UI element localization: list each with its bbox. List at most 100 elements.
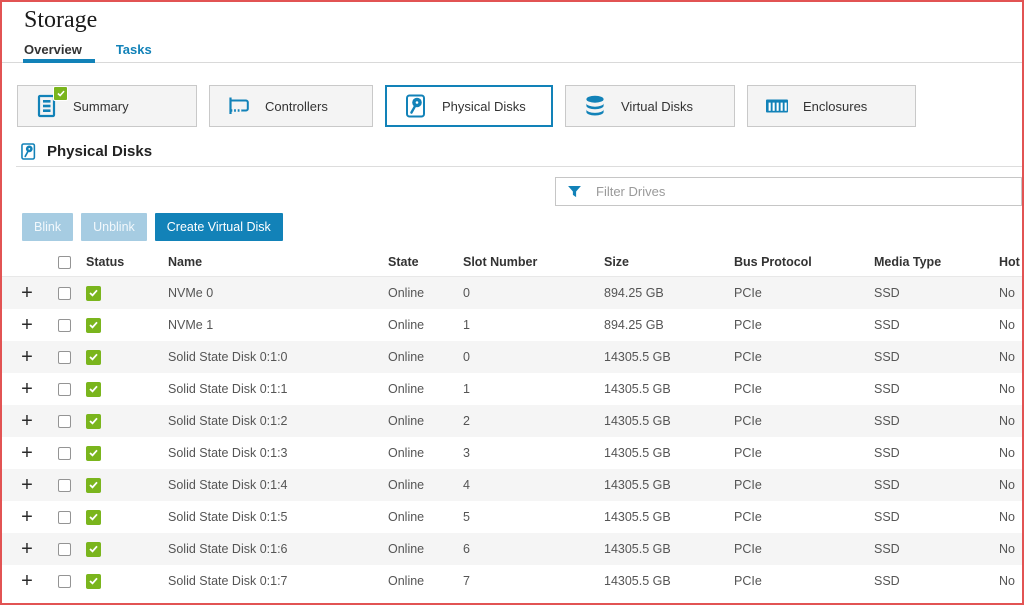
nav-card-physical-disks[interactable]: Physical Disks [385,85,553,127]
disk-name: Solid State Disk 0:1:3 [168,446,288,460]
expand-row-icon[interactable]: + [21,474,33,496]
table-row: + Solid State Disk 0:1:1 Online 1 14305.… [2,373,1022,405]
nav-card-label: Virtual Disks [621,98,694,114]
disk-media-type: SSD [874,542,900,556]
page-title: Storage [24,7,98,33]
disk-size: 14305.5 GB [604,542,671,556]
disk-name: NVMe 0 [168,286,214,300]
disk-media-type: SSD [874,510,900,524]
table-row: + Solid State Disk 0:1:0 Online 0 14305.… [2,341,1022,373]
filter-drives-input[interactable] [594,183,1011,200]
unblink-button[interactable]: Unblink [81,213,147,241]
table-row: + Solid State Disk 0:1:6 Online 6 14305.… [2,533,1022,565]
expand-row-icon[interactable]: + [21,378,33,400]
disk-hot-spare: No [999,286,1015,300]
column-name: Name [163,247,383,277]
blink-button[interactable]: Blink [22,213,74,241]
nav-card-label: Physical Disks [442,98,526,114]
create-virtual-disk-button[interactable]: Create Virtual Disk [154,213,283,241]
nav-card-label: Summary [73,98,129,114]
disk-size: 14305.5 GB [604,446,671,460]
controller-card-icon [226,93,252,119]
disk-bus-protocol: PCIe [734,574,762,588]
row-checkbox[interactable] [58,575,71,589]
disk-slot-number: 0 [463,350,470,364]
status-ok-icon [86,509,101,525]
select-all-column-header [52,247,81,277]
disk-state: Online [388,574,425,588]
disk-hot-spare: No [999,574,1015,588]
disk-state: Online [388,478,425,492]
disk-bus-protocol: PCIe [734,542,762,556]
disk-hot-spare: No [999,446,1015,460]
row-checkbox[interactable] [58,479,71,493]
row-checkbox[interactable] [58,543,71,557]
table-row: + Solid State Disk 0:1:7 Online 7 14305.… [2,565,1022,597]
disk-state: Online [388,382,425,396]
select-all-checkbox[interactable] [58,255,71,269]
disk-hot-spare: No [999,542,1015,556]
disk-media-type: SSD [874,414,900,428]
filter-funnel-icon [566,183,583,200]
nav-card-virtual-disks[interactable]: Virtual Disks [565,85,735,127]
expand-row-icon[interactable]: + [21,442,33,464]
tab-bar: Overview Tasks [24,42,152,57]
disk-slot-number: 6 [463,542,470,556]
disk-slot-number: 3 [463,446,470,460]
disk-size: 14305.5 GB [604,510,671,524]
row-checkbox[interactable] [58,383,71,397]
nav-card-controllers[interactable]: Controllers [209,85,373,127]
disk-slot-number: 7 [463,574,470,588]
disk-hot-spare: No [999,382,1015,396]
summary-ok-badge-icon [53,86,68,101]
expand-row-icon[interactable]: + [21,506,33,528]
nav-card-label: Controllers [265,98,328,114]
disk-state: Online [388,510,425,524]
disk-size: 894.25 GB [604,318,664,332]
status-ok-icon [86,381,101,397]
disk-size: 14305.5 GB [604,382,671,396]
disk-size: 894.25 GB [604,286,664,300]
table-row: + NVMe 1 Online 1 894.25 GB PCIe SSD No [2,309,1022,341]
row-checkbox[interactable] [58,447,71,461]
row-checkbox[interactable] [58,319,71,333]
disk-bus-protocol: PCIe [734,478,762,492]
disk-bus-protocol: PCIe [734,350,762,364]
disk-media-type: SSD [874,574,900,588]
disk-bus-protocol: PCIe [734,382,762,396]
expand-row-icon[interactable]: + [21,282,33,304]
disk-name: Solid State Disk 0:1:5 [168,510,288,524]
expand-row-icon[interactable]: + [21,314,33,336]
tab-overview[interactable]: Overview [24,42,82,57]
tab-tasks[interactable]: Tasks [115,42,152,57]
disk-size: 14305.5 GB [604,478,671,492]
row-checkbox[interactable] [58,351,71,365]
table-row: + Solid State Disk 0:1:3 Online 3 14305.… [2,437,1022,469]
disk-bus-protocol: PCIe [734,446,762,460]
row-checkbox[interactable] [58,287,71,301]
status-ok-icon [86,477,101,493]
disk-media-type: SSD [874,382,900,396]
nav-card-summary[interactable]: Summary [17,85,197,127]
expand-row-icon[interactable]: + [21,570,33,592]
disk-name: Solid State Disk 0:1:0 [168,350,288,364]
disk-size: 14305.5 GB [604,350,671,364]
disk-slot-number: 4 [463,478,470,492]
column-media-type: Media Type [869,247,994,277]
disk-bus-protocol: PCIe [734,510,762,524]
section-header: Physical Disks [20,143,152,160]
disk-slot-number: 0 [463,286,470,300]
status-ok-icon [86,317,101,333]
expand-row-icon[interactable]: + [21,346,33,368]
physical-disk-icon [20,143,37,160]
disk-media-type: SSD [874,446,900,460]
nav-card-enclosures[interactable]: Enclosures [747,85,916,127]
expand-row-icon[interactable]: + [21,538,33,560]
disk-size: 14305.5 GB [604,574,671,588]
disk-slot-number: 1 [463,318,470,332]
row-checkbox[interactable] [58,511,71,525]
expand-row-icon[interactable]: + [21,410,33,432]
status-ok-icon [86,285,101,301]
row-checkbox[interactable] [58,415,71,429]
disk-media-type: SSD [874,478,900,492]
